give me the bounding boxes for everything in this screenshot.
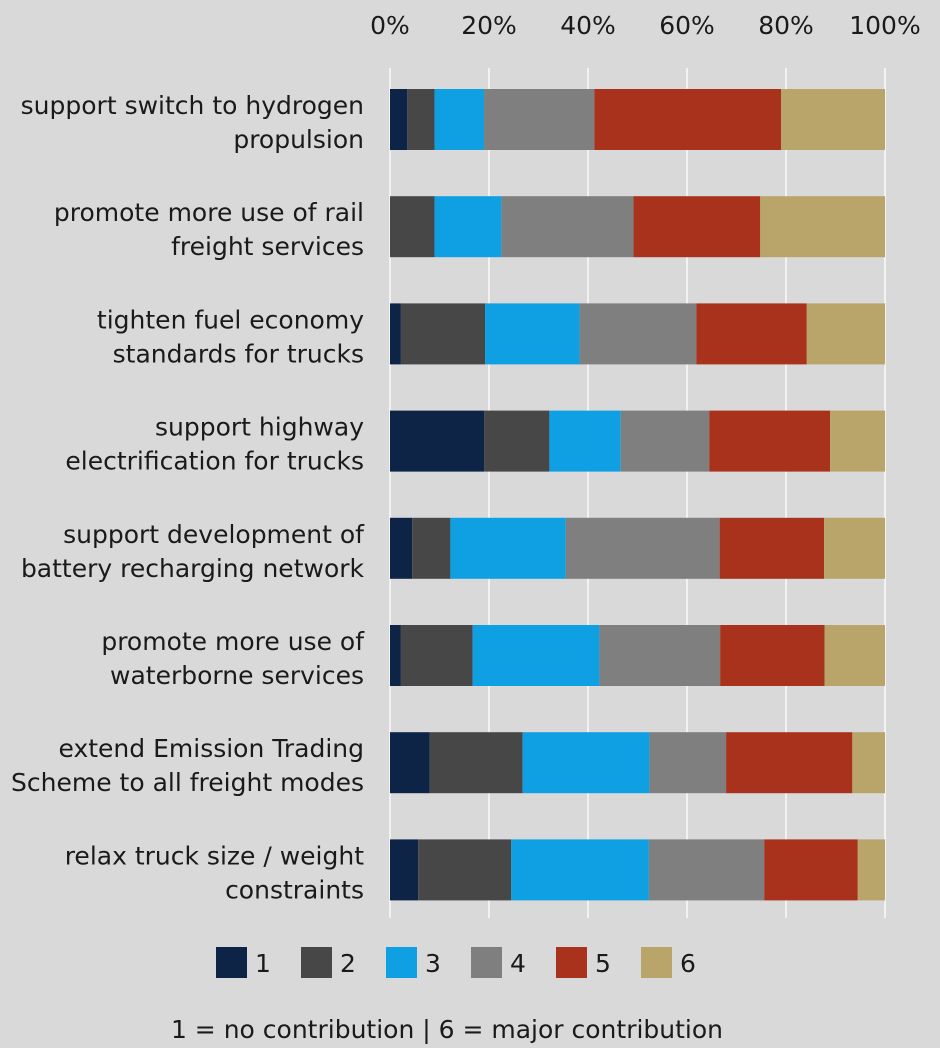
bar-segment-1: [390, 517, 413, 579]
bar-segment-2: [484, 410, 550, 472]
bar-segment-1: [390, 303, 401, 365]
bar-segment-3: [522, 732, 650, 794]
bar-segment-6: [857, 839, 885, 901]
legend-label: 4: [510, 949, 526, 978]
bar-segment-1: [390, 89, 408, 150]
legend-swatch-6: [641, 947, 672, 978]
category-label: support development of battery recharging…: [21, 520, 365, 583]
bar-segment-2: [400, 303, 486, 365]
category-label: tighten fuel economy standards for trucks: [97, 305, 364, 368]
bar-segment-5: [719, 517, 825, 579]
legend-label: 5: [595, 949, 611, 978]
bar-segment-4: [649, 732, 727, 794]
legend-label: 3: [425, 949, 441, 978]
bar-segment-3: [434, 89, 485, 150]
bar-segment-6: [781, 89, 885, 150]
legend-note: 1 = no contribution | 6 = major contribu…: [171, 1015, 723, 1044]
x-tick-label: 80%: [758, 11, 814, 40]
bar-segment-3: [485, 303, 580, 365]
bar-segment-1: [390, 839, 419, 901]
bar-segment-3: [434, 196, 502, 258]
category-label: promote more use of rail freight services: [54, 198, 364, 261]
legend-label: 6: [680, 949, 696, 978]
legend-swatch-1: [216, 947, 247, 978]
bar-segment-1: [390, 625, 401, 686]
bar-segment-6: [824, 517, 885, 579]
bar-segment-6: [760, 196, 885, 258]
bar-segment-5: [720, 625, 825, 686]
legend-swatch-3: [386, 947, 417, 978]
legend-label: 1: [255, 949, 271, 978]
bar-segment-3: [472, 625, 600, 686]
x-tick-label: 40%: [560, 11, 616, 40]
bar-segment-5: [633, 196, 761, 258]
bar-segment-4: [484, 89, 595, 150]
bar-segment-4: [501, 196, 634, 258]
bar-segment-2: [400, 625, 473, 686]
bar-segment-1: [390, 410, 485, 472]
bar-segment-6: [824, 625, 885, 686]
legend: 1 2 3 4 5 6: [216, 947, 696, 978]
bar-segment-3: [549, 410, 621, 472]
bar-segment-5: [594, 89, 782, 150]
x-tick-label: 0%: [370, 11, 410, 40]
bar-segment-3: [450, 517, 566, 579]
bar-segment-2: [407, 89, 435, 150]
bar-segment-5: [709, 410, 831, 472]
bar-segment-2: [390, 196, 435, 258]
bar-segment-6: [830, 410, 885, 472]
bar-segment-5: [764, 839, 858, 901]
legend-label: 2: [340, 949, 356, 978]
legend-swatch-2: [301, 947, 332, 978]
x-tick-label: 60%: [659, 11, 715, 40]
bar-segment-6: [806, 303, 885, 365]
x-tick-label: 20%: [461, 11, 517, 40]
bar-segment-1: [390, 732, 430, 794]
legend-swatch-5: [556, 947, 587, 978]
category-label: extend Emission Trading Scheme to all fre…: [11, 734, 364, 797]
bar-segment-4: [599, 625, 721, 686]
category-labels: support switch to hydrogen propulsion prom…: [11, 91, 365, 904]
bar-segment-4: [565, 517, 720, 579]
bar-segment-2: [429, 732, 523, 794]
bar-segment-5: [696, 303, 807, 365]
category-label: promote more use of waterborne services: [101, 627, 365, 690]
legend-swatch-4: [471, 947, 502, 978]
x-tick-label: 100%: [849, 11, 920, 40]
bar-segment-3: [511, 839, 649, 901]
x-axis-ticks: 0% 20% 40% 60% 80% 100%: [370, 11, 921, 40]
bar-segment-4: [579, 303, 697, 365]
category-label: support highway electrification for truck…: [65, 413, 364, 476]
bar-segment-2: [412, 517, 451, 579]
bar-segment-4: [648, 839, 765, 901]
bar-segment-6: [852, 732, 885, 794]
bars: [390, 89, 885, 901]
category-label: support switch to hydrogen propulsion: [21, 91, 364, 154]
bar-segment-2: [418, 839, 512, 901]
bar-segment-4: [620, 410, 710, 472]
bar-segment-5: [726, 732, 853, 794]
category-label: relax truck size / weight constraints: [65, 841, 364, 904]
